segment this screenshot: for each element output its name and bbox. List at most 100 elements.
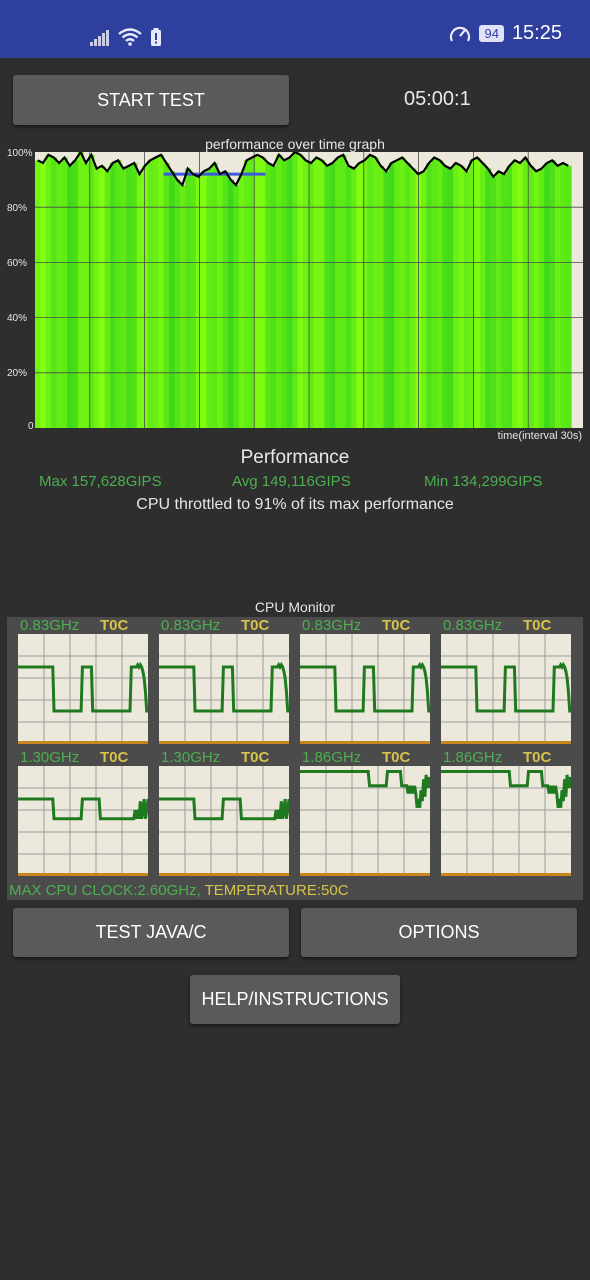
cpu-core-4: 1.30GHz T0C [18, 749, 158, 879]
core-baseline [159, 741, 289, 744]
test-java-c-button[interactable]: TEST JAVA/C [13, 908, 289, 957]
core-temperature: T0C [100, 617, 129, 634]
performance-bar [495, 171, 502, 428]
performance-bar [522, 157, 529, 428]
y-tick-20: 20% [7, 368, 28, 379]
core-frequency-graph [18, 634, 148, 744]
cpu-core-1: 0.83GHz T0C [159, 617, 299, 747]
performance-bar [528, 165, 535, 428]
status-right: 94 15:25 [449, 22, 562, 45]
core-frequency-graph [159, 766, 289, 876]
performance-bar [426, 163, 433, 428]
performance-bar [244, 160, 250, 428]
performance-bar [485, 168, 492, 428]
performance-bar [431, 157, 438, 428]
core-frequency-trace [441, 770, 571, 809]
core-baseline [441, 873, 571, 876]
performance-bar [394, 160, 401, 428]
performance-bar [490, 176, 497, 428]
core-baseline [441, 741, 571, 744]
performance-bar [249, 157, 256, 428]
performance-bar [56, 163, 63, 428]
core-frequency-trace [159, 661, 289, 713]
min-performance: Min 134,299GIPS [424, 473, 543, 490]
performance-bar [372, 157, 379, 428]
performance-bar [410, 168, 417, 428]
performance-bar [265, 163, 272, 428]
performance-bar [51, 157, 58, 428]
performance-bar [45, 154, 52, 428]
performance-bar [356, 163, 363, 428]
performance-heading: Performance [240, 447, 350, 468]
performance-bar [544, 163, 551, 428]
core-frequency: 0.83GHz [443, 617, 503, 634]
core-temperature: T0C [382, 749, 411, 766]
test-timer: 05:00:1 [404, 88, 471, 110]
core-baseline [18, 873, 148, 876]
performance-bar [383, 171, 390, 428]
performance-bar [163, 163, 170, 428]
start-test-button[interactable]: START TEST [13, 75, 289, 125]
status-icons-left [90, 24, 162, 46]
performance-bar [83, 163, 90, 428]
performance-bar [463, 171, 470, 428]
core-frequency-graph [18, 766, 148, 876]
performance-bar [474, 157, 481, 428]
performance-bar [361, 160, 368, 428]
options-button[interactable]: OPTIONS [301, 908, 577, 957]
core-baseline [300, 741, 430, 744]
speedometer-icon [450, 26, 471, 42]
core-baseline [159, 873, 289, 876]
core-graph-bg [300, 766, 430, 876]
core-baseline [18, 741, 148, 744]
y-tick-40: 40% [7, 313, 28, 324]
performance-bar [297, 154, 304, 428]
performance-bar [201, 171, 208, 428]
core-frequency-trace [441, 661, 571, 713]
performance-bar [169, 171, 175, 428]
max-cpu-clock: MAX CPU CLOCK:2.60GHz, [9, 882, 201, 899]
throttle-message: CPU throttled to 91% of its max performa… [136, 496, 454, 513]
x-axis-label: time(interval 30s) [497, 430, 582, 442]
core-frequency-graph [300, 634, 430, 744]
y-tick-60: 60% [7, 258, 28, 269]
performance-bar [538, 168, 545, 428]
performance-bar [565, 165, 572, 428]
core-baseline [300, 873, 430, 876]
cpu-core-0: 0.83GHz T0C [18, 617, 158, 747]
y-tick-100: 100% [7, 148, 33, 159]
performance-bar [512, 160, 518, 428]
performance-bar [345, 165, 352, 428]
performance-bar [35, 160, 41, 428]
graph-grid [35, 152, 583, 428]
performance-bar [126, 165, 133, 428]
core-frequency-trace [18, 797, 148, 821]
performance-bar [131, 163, 138, 428]
core-frequency: 1.86GHz [302, 749, 362, 766]
cpu-core-3: 0.83GHz T0C [441, 617, 581, 747]
performance-bar [340, 154, 347, 428]
performance-bar [211, 163, 218, 428]
status-bar: 94 15:25 [0, 0, 590, 58]
help-instructions-button[interactable]: HELP/INSTRUCTIONS [190, 975, 400, 1024]
performance-bar [324, 165, 331, 428]
y-tick-80: 80% [7, 203, 28, 214]
performance-bar [233, 185, 240, 428]
performance-bar [554, 165, 561, 428]
cpu-temperature: TEMPERATURE:50C [204, 882, 349, 899]
performance-bar [61, 157, 68, 428]
performance-bar [447, 168, 454, 428]
performance-bar [115, 160, 122, 428]
performance-bar [110, 163, 116, 428]
core-frequency-trace [300, 770, 430, 809]
max-performance: Max 157,628GIPS [39, 473, 162, 490]
performance-bar [120, 168, 127, 428]
performance-bar [142, 165, 149, 428]
core-frequency: 0.83GHz [302, 617, 362, 634]
performance-bar [276, 154, 283, 428]
y-tick-0: 0 [28, 421, 34, 432]
performance-bar [303, 160, 309, 428]
wifi-icon [118, 28, 142, 46]
cpu-core-7: 1.86GHz T0C [441, 749, 581, 879]
performance-bar [399, 157, 406, 428]
